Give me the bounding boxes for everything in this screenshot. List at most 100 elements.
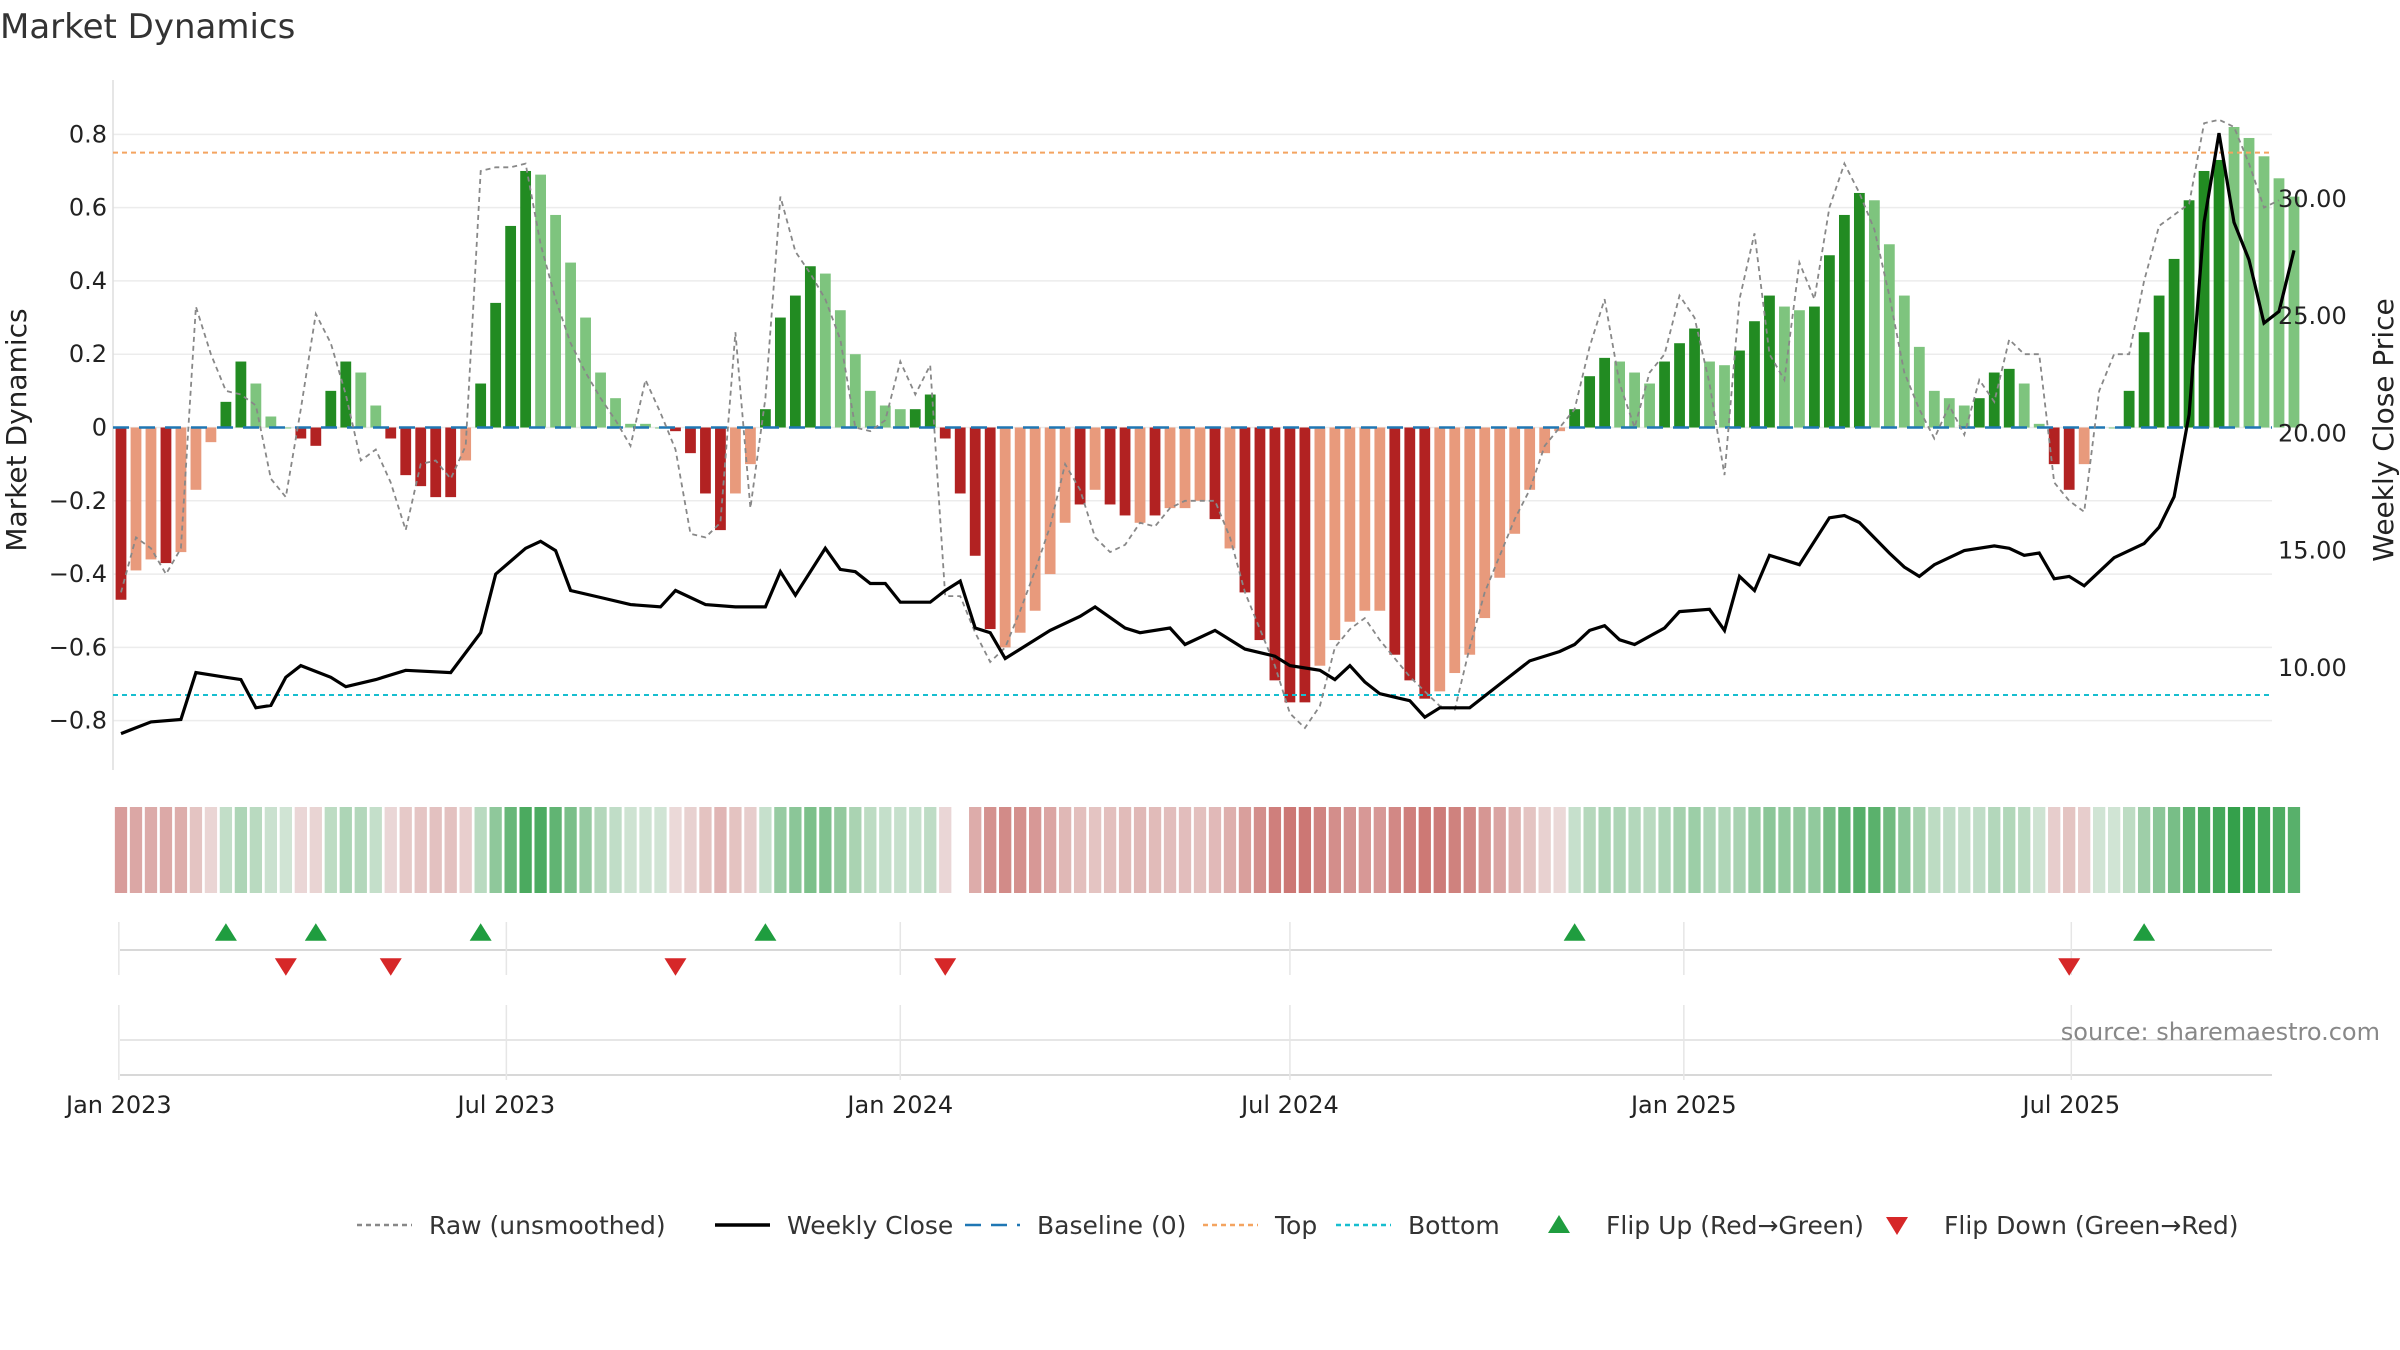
strip-cell (354, 807, 367, 893)
bar (355, 372, 367, 428)
legend-label: Flip Down (Green→Red) (1944, 1211, 2239, 1240)
bar (984, 427, 996, 630)
strip-cell (1043, 807, 1057, 893)
strip-cell (654, 807, 667, 893)
strip-cell (2287, 807, 2301, 893)
strip-cell (294, 807, 307, 893)
bar (160, 427, 172, 564)
bar (730, 427, 741, 494)
strip-cell (1118, 807, 1132, 893)
bar (1853, 192, 1865, 428)
bar (1299, 427, 1311, 703)
bar (999, 427, 1011, 648)
raw-series-line (120, 118, 2280, 730)
strip-cell (1223, 807, 1237, 893)
strip-cell (1253, 807, 1267, 893)
strip-cell (474, 807, 487, 893)
bar (1404, 427, 1416, 681)
x-tick-label: Jul 2023 (456, 1091, 556, 1119)
strip-cell (1388, 807, 1401, 893)
bar (175, 427, 187, 553)
bar (1209, 427, 1221, 520)
strip-cell (849, 807, 862, 893)
y-tick-label: −0.4 (49, 560, 107, 588)
bar (954, 427, 966, 494)
strip-cell (1448, 807, 1461, 893)
y2-tick-label: 25.00 (2278, 302, 2347, 330)
y-tick-label: −0.2 (49, 487, 107, 515)
bar (1119, 427, 1131, 516)
y2-tick-label: 15.00 (2278, 537, 2347, 565)
strip-cell (264, 807, 278, 893)
strip-cell (714, 807, 727, 893)
bar (789, 295, 801, 428)
flip-up-marker (2133, 923, 2156, 941)
y-axis-right-ticks: 10.00 15.00 20.00 25.00 30.00 (2278, 185, 2347, 682)
legend-item-close: Weekly Close (715, 1211, 953, 1240)
bar (1479, 427, 1491, 619)
y-tick-label: 0.4 (69, 267, 107, 295)
bar (1584, 376, 1596, 428)
legend-label: Top (1274, 1211, 1317, 1240)
legend-item-raw: Raw (unsmoothed) (357, 1211, 666, 1240)
y-axis-left-ticks: −0.8 −0.6 −0.4 −0.2 0 0.2 0.4 0.6 0.8 (49, 120, 107, 734)
strip-cell (1643, 807, 1656, 893)
bar (115, 427, 127, 600)
y-tick-label: 0.6 (69, 194, 107, 222)
bar (535, 174, 547, 428)
strip-cell (819, 807, 832, 893)
flip-up-marker (754, 923, 777, 941)
strip-cell (2272, 807, 2286, 893)
strip-cell (1133, 807, 1147, 893)
bar (2183, 200, 2195, 428)
bar (2153, 295, 2165, 428)
bar (595, 372, 606, 428)
bar (505, 225, 517, 428)
strip-cell (1943, 807, 1956, 893)
y-tick-label: −0.8 (49, 707, 107, 735)
strip-cell (789, 807, 802, 893)
bar (760, 409, 771, 428)
strip-cell (2122, 807, 2136, 893)
bar (849, 354, 861, 428)
x-tick-label: Jul 2025 (2020, 1091, 2120, 1119)
strip-cell (999, 807, 1012, 893)
bar (1883, 244, 1895, 428)
bar (310, 427, 322, 446)
bar (2108, 427, 2120, 429)
bar (2018, 383, 2030, 428)
legend-label: Baseline (0) (1037, 1211, 1186, 1240)
bar (969, 427, 981, 556)
strip-cell (969, 807, 982, 893)
strip-cell (1148, 807, 1162, 893)
strip-cell (1508, 807, 1521, 893)
strip-cell (279, 807, 292, 893)
strip-cell (939, 807, 952, 893)
bar (580, 317, 591, 428)
strip-cell (1718, 807, 1731, 893)
bar (340, 361, 352, 428)
strip-cell (1208, 807, 1222, 893)
x-tick-label: Jul 2024 (1239, 1091, 1339, 1119)
bar (1389, 427, 1401, 655)
y2-tick-label: 30.00 (2278, 185, 2347, 213)
strip-cell (1178, 807, 1192, 893)
bar (130, 427, 142, 571)
strip-cell (984, 807, 997, 893)
bar (1554, 427, 1566, 432)
bar (1014, 427, 1026, 633)
x-tick-label: Jan 2024 (845, 1091, 953, 1119)
strip-cell (894, 807, 907, 893)
bar (2033, 423, 2045, 428)
strip-cell (1568, 807, 1581, 893)
bar (280, 427, 292, 429)
strip-cell (1029, 807, 1042, 893)
strip-cell (2182, 807, 2196, 893)
bar (819, 273, 831, 428)
source-label: source: sharemaestro.com (2061, 1018, 2380, 1046)
bar (1254, 427, 1266, 641)
flip-down-marker (664, 958, 687, 976)
bar (1973, 398, 1985, 428)
strip-cell (534, 807, 547, 893)
